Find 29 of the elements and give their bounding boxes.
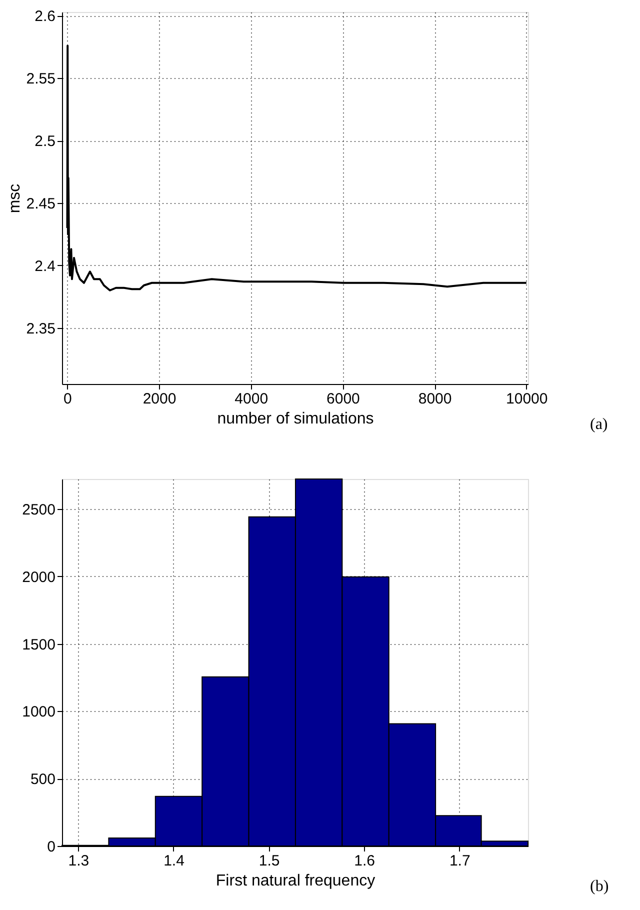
text: (b) xyxy=(590,878,609,895)
x-tick-label: 4000 xyxy=(234,390,268,408)
y-tick-label: 2.4 xyxy=(34,258,56,275)
x-tick-label: 1.3 xyxy=(68,852,90,870)
x-tick-label: 1.7 xyxy=(449,852,470,870)
x-tick-label: 1.5 xyxy=(258,852,280,870)
x-tick-label: 10000 xyxy=(506,390,548,408)
y-tick-label: 1500 xyxy=(22,636,56,654)
y-axis-title: msc xyxy=(6,184,24,214)
y-tick-label: 2000 xyxy=(22,568,56,586)
x-axis-title: number of simulations xyxy=(217,410,374,428)
x-tick-label: 0 xyxy=(64,390,72,408)
x-tick-label: 1.6 xyxy=(354,852,376,870)
y-tick-label: 2500 xyxy=(22,501,56,518)
x-axis-title: First natural frequency xyxy=(216,872,376,890)
y-tick-label: 1000 xyxy=(22,704,56,721)
y-tick-label: 2.5 xyxy=(34,133,56,150)
y-tick-label: 2.45 xyxy=(26,195,56,212)
text: (a) xyxy=(590,416,608,433)
y-tick-label: 2.55 xyxy=(26,70,56,88)
x-tick-label: 8000 xyxy=(418,390,452,408)
line-series xyxy=(66,44,528,292)
y-tick-label: 0 xyxy=(47,838,56,856)
y-tick-label: 2.6 xyxy=(34,8,56,26)
y-tick-label: 500 xyxy=(30,771,56,788)
x-tick-label: 1.4 xyxy=(164,852,184,870)
x-tick-label: 6000 xyxy=(326,390,360,408)
x-tick-label: 2000 xyxy=(142,390,176,408)
y-tick-label: 2.35 xyxy=(26,320,56,338)
